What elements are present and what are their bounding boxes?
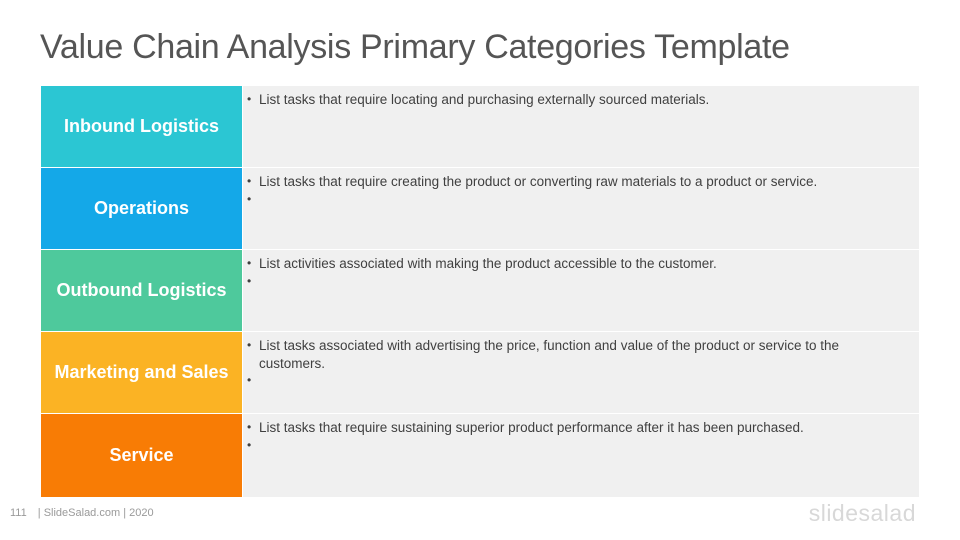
bullet-item (247, 437, 889, 455)
page-number: 111 (10, 507, 27, 519)
table-row: Inbound Logistics List tasks that requir… (41, 86, 919, 168)
table-row: Service List tasks that require sustaini… (41, 414, 919, 497)
bullet-item: List tasks that require locating and pur… (247, 91, 889, 109)
category-operations: Operations (41, 168, 243, 249)
footer-credit: | SlideSalad.com | 2020 (37, 507, 154, 519)
category-description: List tasks that require locating and pur… (243, 86, 919, 167)
bullet-item (247, 273, 889, 291)
bullet-item: List tasks associated with advertising t… (247, 337, 889, 372)
bullet-item (247, 372, 889, 390)
table-row: Operations List tasks that require creat… (41, 168, 919, 250)
category-description: List activities associated with making t… (243, 250, 919, 331)
bullet-item: List tasks that require sustaining super… (247, 419, 889, 437)
brand-logo: slidesalad (808, 500, 916, 526)
category-description: List tasks associated with advertising t… (243, 332, 919, 413)
value-chain-table: Inbound Logistics List tasks that requir… (41, 86, 919, 497)
slide-title: Value Chain Analysis Primary Categories … (40, 28, 790, 66)
table-row: Outbound Logistics List activities assoc… (41, 250, 919, 332)
category-description: List tasks that require creating the pro… (243, 168, 919, 249)
category-description: List tasks that require sustaining super… (243, 414, 919, 497)
category-inbound-logistics: Inbound Logistics (41, 86, 243, 167)
category-marketing-and-sales: Marketing and Sales (41, 332, 243, 413)
bullet-item (247, 191, 889, 209)
category-outbound-logistics: Outbound Logistics (41, 250, 243, 331)
category-service: Service (41, 414, 243, 497)
table-row: Marketing and Sales List tasks associate… (41, 332, 919, 414)
slide-footer: 111 | SlideSalad.com | 2020 (10, 507, 154, 519)
bullet-item: List activities associated with making t… (247, 255, 889, 273)
bullet-item: List tasks that require creating the pro… (247, 173, 889, 191)
